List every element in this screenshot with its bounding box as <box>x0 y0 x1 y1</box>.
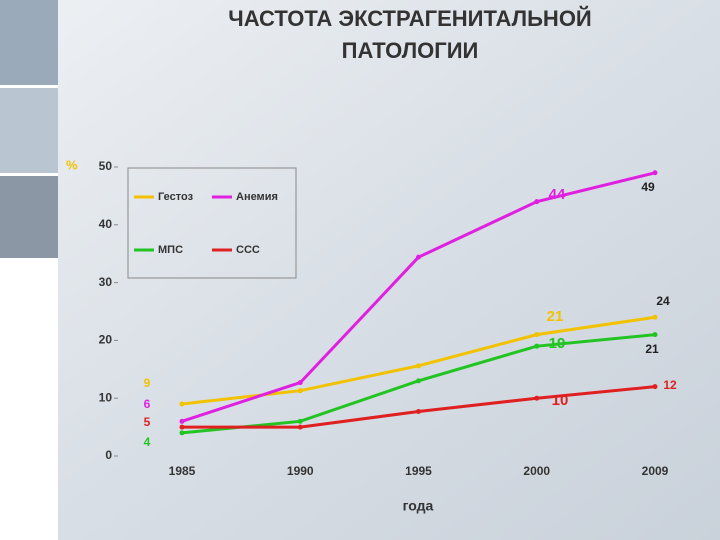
slide-title: ПАТОЛОГИИ <box>342 38 479 63</box>
y-tick-label: 10 <box>99 390 113 404</box>
data-point <box>297 380 303 386</box>
x-tick-label: 2009 <box>642 464 669 478</box>
data-point <box>652 384 658 390</box>
data-point <box>652 314 658 320</box>
data-label: 24 <box>656 294 670 308</box>
data-point <box>297 388 303 394</box>
y-tick-label: 20 <box>99 333 113 347</box>
legend-box <box>127 167 297 279</box>
x-tick-label: 1990 <box>287 464 314 478</box>
data-label: 5 <box>144 415 151 429</box>
data-label: 10 <box>552 392 569 409</box>
data-point <box>534 332 540 338</box>
x-tick-label: 1995 <box>405 464 432 478</box>
data-label: 9 <box>144 376 151 390</box>
data-point <box>179 424 185 430</box>
legend-label: МПС <box>158 244 183 256</box>
data-label: 49 <box>641 180 655 194</box>
data-point <box>179 430 185 436</box>
legend-label: ССС <box>236 244 260 256</box>
data-point <box>179 401 185 407</box>
side-photo <box>0 0 58 85</box>
data-point <box>534 199 540 205</box>
data-point <box>416 254 421 260</box>
data-point <box>416 363 421 369</box>
data-label: 12 <box>663 378 677 392</box>
data-label: 19 <box>549 335 566 352</box>
y-tick-label: 40 <box>99 217 113 231</box>
data-label: 44 <box>549 186 566 203</box>
data-point <box>297 418 303 424</box>
data-label: 21 <box>547 308 564 325</box>
data-point <box>416 408 421 414</box>
slide-title: ЧАСТОТА ЭКСТРАГЕНИТАЛЬНОЙ <box>228 6 592 31</box>
y-tick-label: 50 <box>99 159 113 173</box>
data-point <box>652 170 658 176</box>
data-point <box>652 332 658 338</box>
data-label: 6 <box>144 397 151 411</box>
x-tick-label: 2000 <box>523 464 550 478</box>
x-axis-label: года <box>403 498 434 514</box>
side-photo <box>0 88 58 173</box>
data-label: 21 <box>645 342 659 356</box>
legend-label: Анемия <box>236 191 278 203</box>
x-tick-label: 1985 <box>169 464 196 478</box>
side-photo <box>0 176 58 258</box>
data-point <box>534 395 540 401</box>
data-point <box>179 418 185 424</box>
y-axis-label: % <box>66 157 78 172</box>
data-point <box>416 378 421 384</box>
data-point <box>297 424 303 430</box>
legend-label: Гестоз <box>158 191 194 203</box>
data-point <box>534 343 540 349</box>
y-tick-label: 0 <box>105 448 112 462</box>
y-tick-label: 30 <box>99 275 113 289</box>
data-label: 4 <box>144 435 151 449</box>
